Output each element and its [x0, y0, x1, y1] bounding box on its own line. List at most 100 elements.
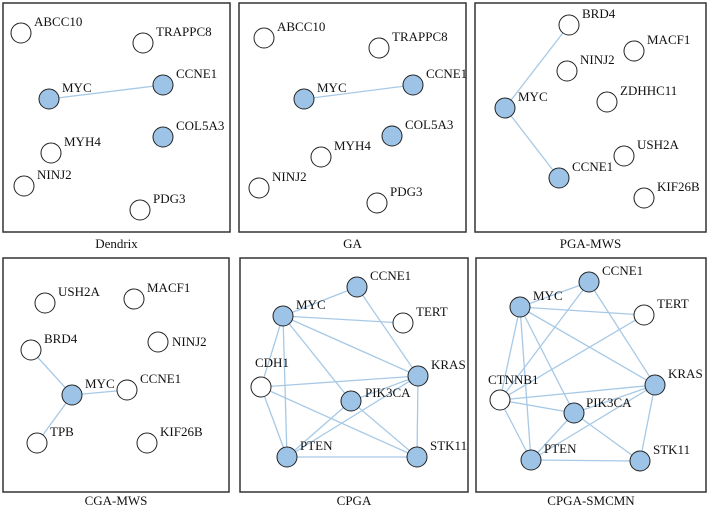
- node-ccne1: [578, 271, 600, 293]
- node-label: KIF26B: [657, 179, 700, 194]
- node-myc: [293, 88, 315, 110]
- edge-kras-stk11: [416, 375, 419, 458]
- node-label: ZDHHC11: [620, 83, 677, 98]
- edge-myc-ccne1: [504, 107, 560, 179]
- edge-kras-pik3ca: [573, 384, 656, 414]
- node-label: STK11: [430, 438, 467, 453]
- edge-myc-ccne1: [303, 84, 414, 100]
- edge-myc-pik3ca: [282, 315, 352, 402]
- node-label: PDG3: [153, 191, 186, 206]
- node-label: CCNE1: [572, 159, 613, 174]
- node-ninj2: [13, 175, 35, 197]
- edge-ctnnb1-pik3ca: [499, 399, 575, 414]
- node-ninj2: [556, 60, 578, 82]
- node-label: CCNE1: [602, 263, 643, 278]
- node-myh4: [40, 142, 62, 164]
- panel-caption: PGA-MWS: [560, 236, 621, 251]
- panel-cpga: CCNE1 MYC TERT KRAS CDH1 PIK3CA PTEN STK11 CPGA: [239, 257, 469, 508]
- edge-ctnnb1-pten: [499, 399, 532, 461]
- node-kras: [407, 365, 429, 387]
- edge-cdh1-pten: [260, 386, 288, 458]
- node-ush2a: [613, 145, 635, 167]
- node-myh4: [310, 146, 332, 168]
- node-label: MACF1: [647, 32, 690, 47]
- node-ccne1: [152, 74, 174, 96]
- node-label: ABCC10: [34, 14, 82, 29]
- node-stk11: [629, 450, 651, 472]
- edge-myc-ctnnb1: [499, 306, 521, 401]
- edge-ccne1-kras: [588, 281, 656, 386]
- node-pten: [520, 449, 542, 471]
- node-label: MYH4: [64, 134, 101, 149]
- edge-myc-pten: [519, 306, 532, 461]
- node-myc: [61, 384, 83, 406]
- node-ush2a: [34, 292, 56, 314]
- edge-ccne1-ctnnb1: [499, 281, 590, 401]
- node-cdh1: [250, 376, 272, 398]
- node-label: MYC: [317, 80, 347, 95]
- node-kras: [644, 374, 666, 396]
- panel-cga-mws: USH2A MACF1 BRD4 NINJ2 MYC CCNE1 TPB KIF26B CGA-…: [2, 257, 230, 508]
- node-label: CDH1: [255, 355, 289, 370]
- panel-frame: [2, 257, 230, 493]
- panel-caption: CPGA: [337, 493, 372, 508]
- node-ctnnb1: [489, 389, 511, 411]
- node-label: MYC: [85, 376, 115, 391]
- edge-myc-kras: [519, 306, 656, 386]
- panel-frame: [475, 257, 707, 493]
- node-trappc8: [132, 32, 154, 54]
- node-myc: [272, 305, 294, 327]
- node-label: PDG3: [390, 184, 423, 199]
- edge-myc-pik3ca: [519, 306, 575, 414]
- node-kif26b: [633, 187, 655, 209]
- node-label: MYC: [533, 288, 563, 303]
- node-label: NINJ2: [580, 52, 615, 67]
- panel-ga: ABCC10 TRAPPC8 MYC CCNE1 MYH4 COL5A3 NINJ2 PDG3…: [238, 2, 467, 251]
- node-label: MYC: [62, 80, 92, 95]
- node-ninj2: [147, 331, 169, 353]
- node-brd4: [20, 339, 42, 361]
- node-label: TRAPPC8: [392, 29, 448, 44]
- node-label: COL5A3: [405, 117, 453, 132]
- node-pdg3: [366, 192, 388, 214]
- node-label: TERT: [657, 296, 689, 311]
- edge-myc-tert: [519, 306, 645, 316]
- node-abcc10: [253, 27, 275, 49]
- node-label: NINJ2: [272, 169, 307, 184]
- panel-frame: [474, 2, 707, 233]
- edge-kras-pten: [530, 384, 656, 461]
- node-label: USH2A: [637, 137, 680, 152]
- node-label: MYH4: [334, 138, 371, 153]
- edge-tert-ctnnb1: [499, 314, 645, 401]
- edge-pik3ca-stk11: [573, 412, 641, 462]
- edge-myc-brd4: [504, 24, 570, 109]
- node-label: MYC: [518, 89, 548, 104]
- node-tert: [392, 312, 414, 334]
- edge-myc-ccne1: [48, 84, 164, 100]
- node-label: BRD4: [44, 331, 78, 346]
- node-label: CCNE1: [176, 66, 217, 81]
- node-pik3ca: [340, 390, 362, 412]
- node-label: PTEN: [544, 441, 577, 456]
- node-myc: [509, 296, 531, 318]
- node-ccne1: [346, 276, 368, 298]
- node-ccne1: [548, 167, 570, 189]
- panel-caption: GA: [343, 236, 362, 251]
- edge-kras-pten: [286, 375, 419, 458]
- node-myc: [38, 88, 60, 110]
- node-label: KRAS: [668, 366, 703, 381]
- node-macf1: [123, 288, 145, 310]
- edge-ccne1-kras: [356, 286, 419, 377]
- panel-cpga-smcmn: CCNE1 MYC TERT KRAS CTNNB1 PIK3CA PTEN STK11 CPG…: [475, 257, 707, 508]
- panel-dendrix: ABCC10 TRAPPC8 MYC CCNE1 MYH4 COL5A3 NINJ2 PDG3…: [2, 2, 231, 251]
- panel-frame: [238, 2, 467, 233]
- node-label: TRAPPC8: [156, 24, 212, 39]
- node-ccne1: [116, 379, 138, 401]
- node-label: BRD4: [582, 6, 616, 21]
- node-label: NINJ2: [37, 167, 72, 182]
- node-stk11: [406, 446, 428, 468]
- node-label: USH2A: [58, 284, 101, 299]
- node-tpb: [26, 432, 48, 454]
- node-label: KRAS: [431, 357, 466, 372]
